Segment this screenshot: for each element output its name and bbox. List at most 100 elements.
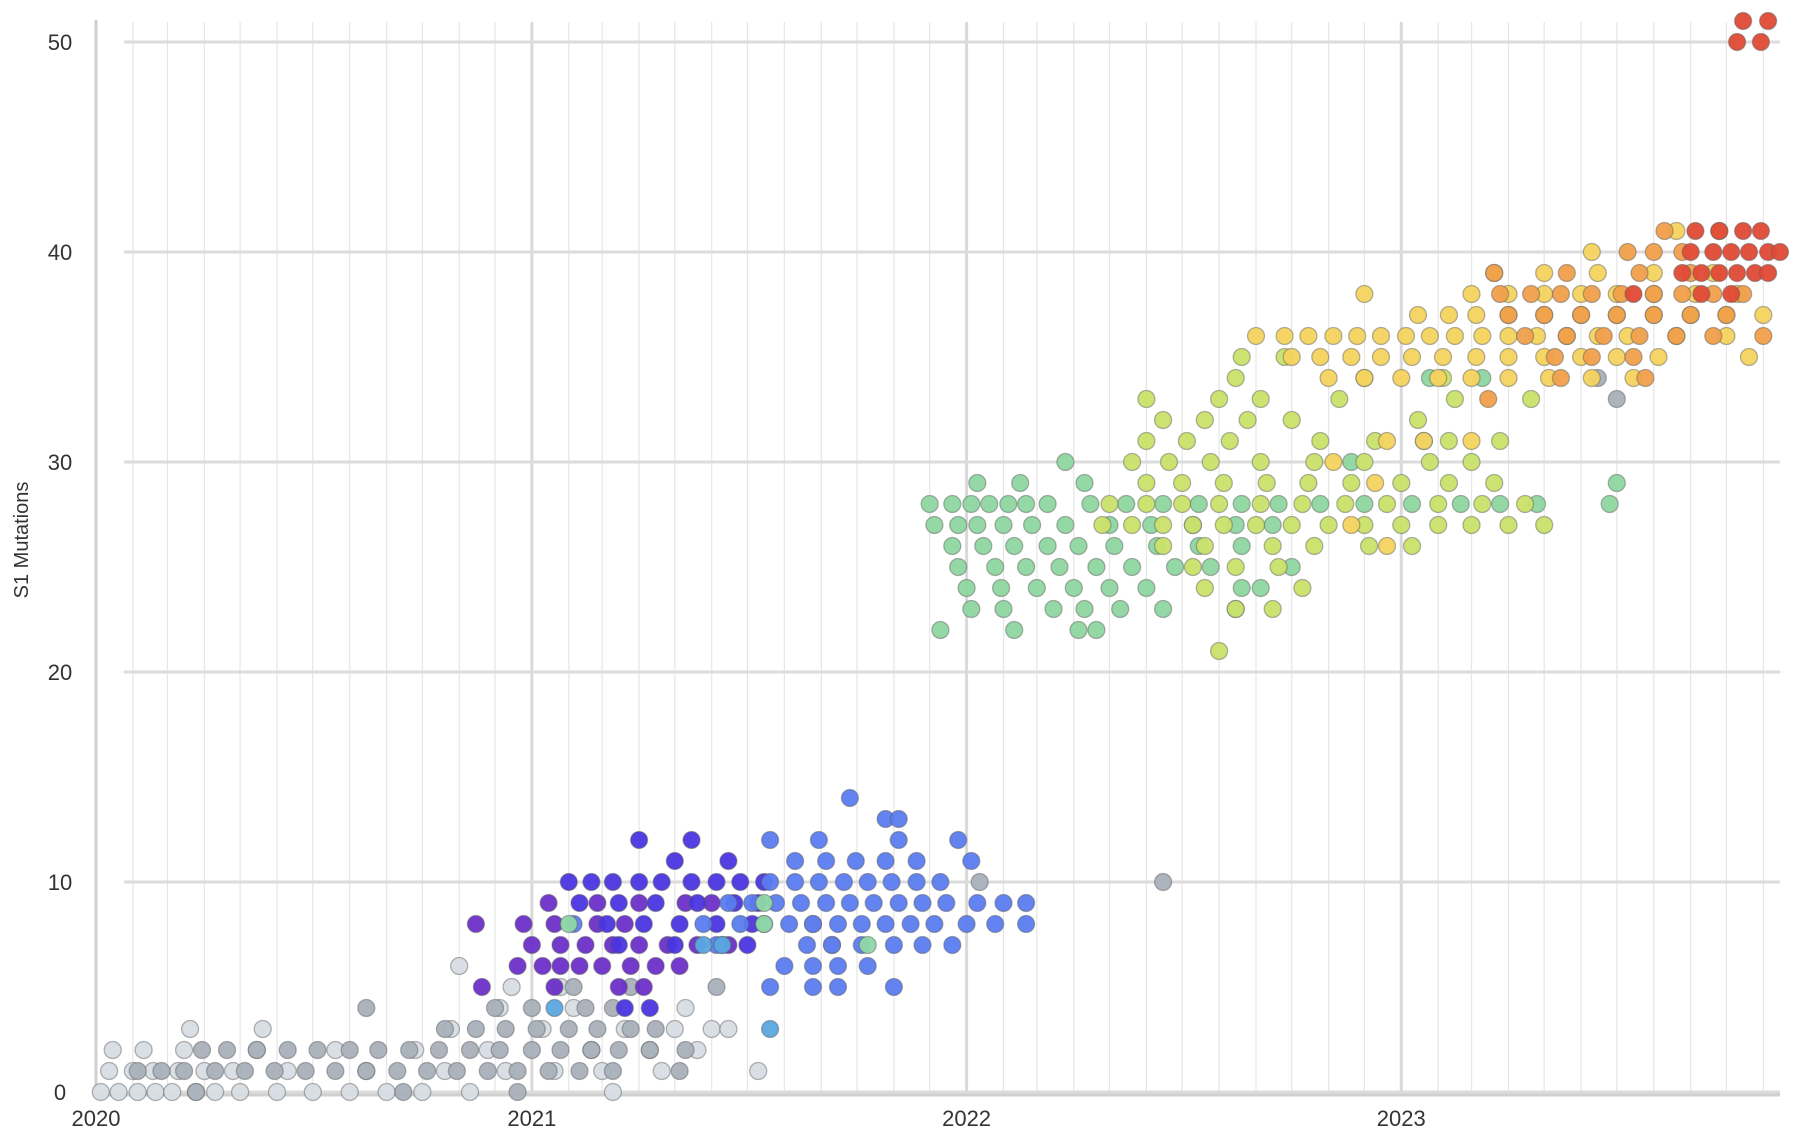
data-point bbox=[1722, 242, 1741, 262]
data-point bbox=[217, 1040, 237, 1060]
data-point bbox=[1324, 326, 1343, 346]
data-point bbox=[1377, 431, 1397, 451]
data-point bbox=[1445, 389, 1465, 409]
data-point bbox=[1392, 515, 1411, 535]
data-point bbox=[1056, 452, 1075, 472]
data-point bbox=[400, 1040, 419, 1060]
data-point bbox=[152, 1061, 171, 1081]
data-point bbox=[1105, 536, 1124, 556]
data-point bbox=[1433, 347, 1453, 367]
data-point bbox=[1420, 452, 1440, 472]
data-point bbox=[1016, 914, 1036, 934]
data-point bbox=[1392, 368, 1411, 388]
y-axis-label: S1 Mutations bbox=[11, 482, 33, 599]
data-point bbox=[713, 935, 732, 955]
data-point bbox=[1582, 368, 1601, 388]
data-point bbox=[957, 914, 976, 934]
data-point bbox=[1209, 389, 1229, 409]
data-point bbox=[508, 956, 527, 976]
data-point bbox=[889, 893, 908, 913]
data-point bbox=[665, 851, 684, 871]
data-point bbox=[1485, 263, 1504, 283]
data-point bbox=[597, 914, 617, 934]
data-point bbox=[828, 956, 848, 976]
data-point bbox=[472, 977, 492, 997]
data-point bbox=[99, 1061, 119, 1081]
data-point bbox=[785, 851, 805, 871]
data-point bbox=[603, 1061, 623, 1081]
data-point bbox=[1396, 326, 1416, 346]
data-point bbox=[949, 830, 968, 850]
data-point bbox=[1016, 893, 1036, 913]
data-point bbox=[1122, 515, 1142, 535]
data-point bbox=[508, 1061, 527, 1081]
data-point bbox=[1359, 536, 1379, 556]
data-point bbox=[1408, 410, 1428, 430]
data-point bbox=[278, 1040, 297, 1060]
data-point bbox=[1355, 368, 1374, 388]
data-point bbox=[1293, 494, 1312, 514]
data-point bbox=[1429, 515, 1448, 535]
data-point bbox=[490, 1040, 509, 1060]
data-point bbox=[665, 935, 684, 955]
data-point bbox=[1137, 431, 1156, 451]
data-point bbox=[1238, 410, 1257, 430]
data-point bbox=[1473, 494, 1492, 514]
data-point bbox=[1582, 242, 1601, 262]
data-point bbox=[1717, 305, 1736, 325]
data-point bbox=[91, 1082, 110, 1102]
data-point bbox=[629, 872, 649, 892]
data-point bbox=[670, 1061, 689, 1081]
y-tick-label: 40 bbox=[48, 240, 72, 265]
data-point bbox=[1754, 305, 1773, 325]
data-point bbox=[779, 914, 799, 934]
data-point bbox=[791, 893, 811, 913]
data-point bbox=[1246, 326, 1266, 346]
data-point bbox=[230, 1082, 250, 1102]
data-points bbox=[91, 11, 1790, 1102]
data-point bbox=[1093, 515, 1112, 535]
data-point bbox=[570, 1061, 589, 1081]
data-point bbox=[876, 914, 895, 934]
data-point bbox=[640, 1040, 659, 1060]
data-point bbox=[809, 872, 829, 892]
data-point bbox=[1607, 473, 1626, 493]
y-tick-label: 0 bbox=[54, 1080, 66, 1105]
data-point bbox=[609, 1040, 628, 1060]
data-point bbox=[760, 830, 780, 850]
data-point bbox=[1490, 284, 1510, 304]
data-point bbox=[603, 872, 623, 892]
data-point bbox=[640, 998, 659, 1018]
data-point bbox=[797, 935, 817, 955]
data-point bbox=[1607, 347, 1626, 367]
data-point bbox=[1499, 368, 1518, 388]
data-point bbox=[1153, 410, 1173, 430]
data-point bbox=[646, 893, 665, 913]
data-point bbox=[460, 1040, 480, 1060]
data-point bbox=[615, 914, 634, 934]
data-point bbox=[559, 914, 578, 934]
data-point bbox=[545, 998, 564, 1018]
data-point bbox=[925, 914, 944, 934]
data-point bbox=[496, 1019, 515, 1039]
data-point bbox=[629, 935, 649, 955]
data-point bbox=[840, 893, 860, 913]
data-point bbox=[1535, 263, 1554, 283]
data-point bbox=[1479, 389, 1498, 409]
data-point bbox=[576, 935, 595, 955]
data-point bbox=[1232, 536, 1251, 556]
data-point bbox=[925, 515, 944, 535]
data-point bbox=[1499, 305, 1518, 325]
data-point bbox=[1630, 263, 1649, 283]
data-point bbox=[1649, 347, 1668, 367]
data-point bbox=[163, 1082, 182, 1102]
data-point bbox=[629, 893, 649, 913]
data-point bbox=[1195, 410, 1214, 430]
data-point bbox=[670, 956, 689, 976]
data-point bbox=[1371, 347, 1391, 367]
x-tick-label: 2021 bbox=[507, 1106, 556, 1131]
data-point bbox=[1330, 389, 1349, 409]
data-point bbox=[1342, 515, 1361, 535]
data-point bbox=[357, 1061, 376, 1081]
data-point bbox=[694, 914, 713, 934]
